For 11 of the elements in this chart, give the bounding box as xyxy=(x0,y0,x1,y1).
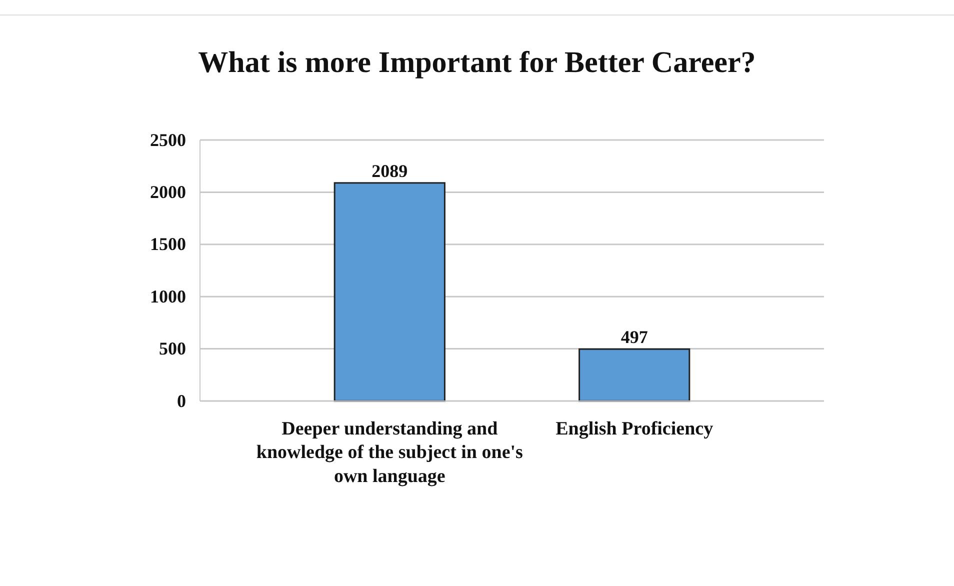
x-tick-label: Deeper understanding and knowledge of the subject in one's own language xyxy=(256,418,523,487)
chart-title: What is more Important for Better Career? xyxy=(198,46,756,79)
y-tick-label: 500 xyxy=(159,338,186,359)
y-tick-label: 2500 xyxy=(150,130,186,150)
y-tick-label: 2000 xyxy=(150,182,186,202)
data-label: 497 xyxy=(620,327,648,348)
data-label: 2089 xyxy=(372,160,408,181)
y-tick-label: 1500 xyxy=(150,234,186,254)
y-tick-label: 0 xyxy=(177,390,186,411)
x-tick-label: English Proficiency xyxy=(556,418,714,440)
y-tick-label: 1000 xyxy=(150,286,186,306)
